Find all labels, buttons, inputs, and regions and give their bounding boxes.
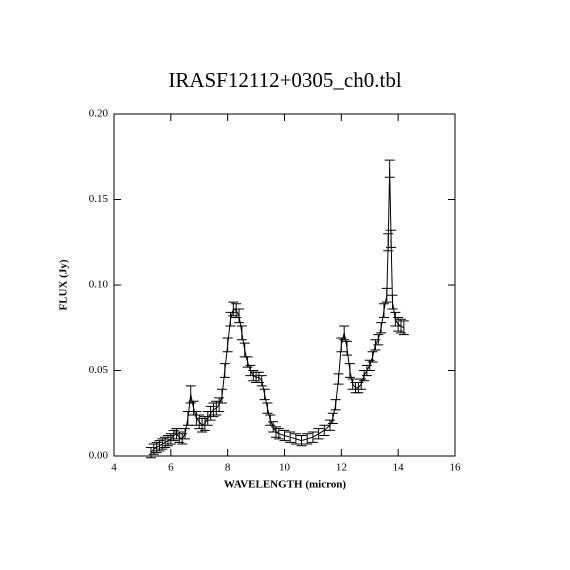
error-bar xyxy=(386,229,397,248)
error-bar xyxy=(180,428,191,440)
error-bar xyxy=(367,351,378,363)
x-tick-label: 12 xyxy=(336,462,347,474)
y-tick-label: 0.10 xyxy=(89,279,109,291)
error-bar xyxy=(307,431,318,443)
error-bar xyxy=(313,428,324,440)
error-bar xyxy=(262,402,273,414)
error-bar xyxy=(273,428,284,440)
y-tick-label: 0.20 xyxy=(89,108,109,120)
error-bar xyxy=(387,294,398,310)
chart-title: IRASF12112+0305_ch0.tbl xyxy=(168,68,401,92)
error-bar xyxy=(319,424,330,436)
error-bar xyxy=(381,287,392,303)
error-bar xyxy=(219,363,230,378)
error-bar xyxy=(285,431,296,443)
x-tick-label: 10 xyxy=(279,462,291,474)
y-axis-label: FLUX (Jy) xyxy=(58,259,70,310)
error-bar xyxy=(344,363,355,378)
error-bar xyxy=(236,325,247,341)
error-bar xyxy=(302,433,313,445)
error-bar xyxy=(384,159,395,178)
x-tick-label: 6 xyxy=(168,462,174,474)
x-tick-label: 14 xyxy=(393,462,405,474)
error-bar xyxy=(339,325,350,341)
error-bar xyxy=(373,334,384,346)
error-bar xyxy=(279,429,290,442)
error-bar xyxy=(216,388,227,404)
error-bar xyxy=(296,434,307,447)
x-axis-label: WAVELENGTH (micron) xyxy=(224,479,346,491)
x-tick-label: 4 xyxy=(111,462,117,474)
error-bar xyxy=(378,303,389,318)
error-bar xyxy=(342,340,353,356)
error-bar xyxy=(222,337,233,353)
error-bar xyxy=(259,388,270,401)
y-tick-label: 0.15 xyxy=(89,193,109,205)
error-bar xyxy=(333,373,344,385)
error-bar xyxy=(290,433,301,445)
x-tick-label: 8 xyxy=(225,462,231,474)
x-tick-label: 16 xyxy=(450,462,462,474)
error-bar xyxy=(330,399,341,411)
y-tick-label: 0.00 xyxy=(89,450,109,462)
error-bar xyxy=(327,412,338,425)
error-bar xyxy=(234,308,245,324)
y-tick-label: 0.05 xyxy=(89,364,109,376)
error-bar xyxy=(256,375,267,387)
error-bar xyxy=(376,322,387,334)
error-bar xyxy=(182,411,193,426)
error-bar xyxy=(398,320,409,336)
